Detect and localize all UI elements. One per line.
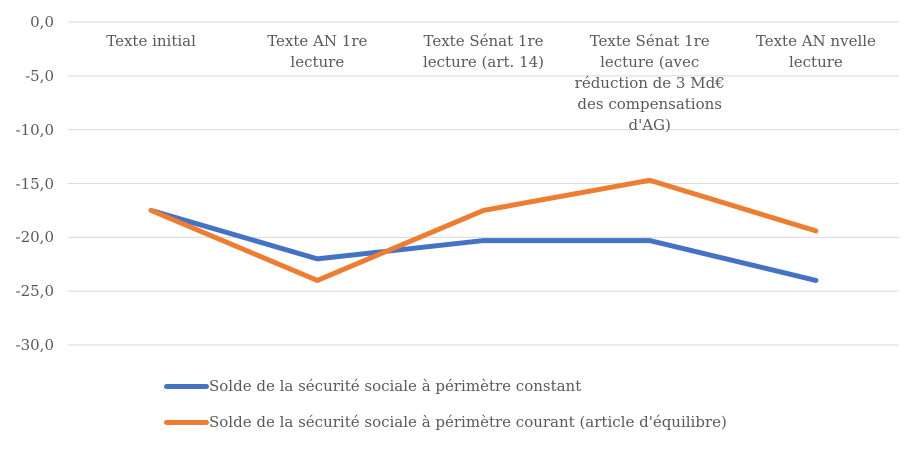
y-tick-label: -15,0	[15, 174, 54, 193]
x-category-label: Texte initial	[106, 32, 196, 50]
x-category-label: Texte AN 1re lecture	[267, 32, 368, 71]
y-tick-label: 0,0	[30, 13, 54, 31]
x-category-label: Texte Sénat 1re lecture (avec réduction …	[574, 32, 725, 134]
legend-label-constant: Solde de la sécurité sociale à périmètre…	[209, 377, 582, 395]
y-tick-label: -10,0	[15, 120, 54, 139]
x-category-label: Texte Sénat 1re lecture (art. 14)	[422, 32, 545, 71]
legend-item-constant: Solde de la sécurité sociale à périmètre…	[164, 376, 727, 397]
legend-line-swatch-courant	[164, 420, 209, 425]
y-tick-label: -20,0	[15, 228, 54, 247]
legend-item-courant: Solde de la sécurité sociale à périmètre…	[164, 412, 727, 433]
legend: Solde de la sécurité sociale à périmètre…	[164, 376, 727, 433]
series-line-1	[148, 177, 819, 283]
x-category-label: Texte AN nvelle lecture	[755, 32, 876, 71]
legend-line-swatch-constant	[164, 384, 209, 389]
series-line-0	[148, 207, 819, 283]
y-tick-label: -30,0	[15, 336, 54, 354]
legend-label-courant: Solde de la sécurité sociale à périmètre…	[209, 413, 727, 431]
y-tick-label: -5,0	[25, 66, 54, 85]
y-tick-label: -25,0	[15, 282, 54, 301]
